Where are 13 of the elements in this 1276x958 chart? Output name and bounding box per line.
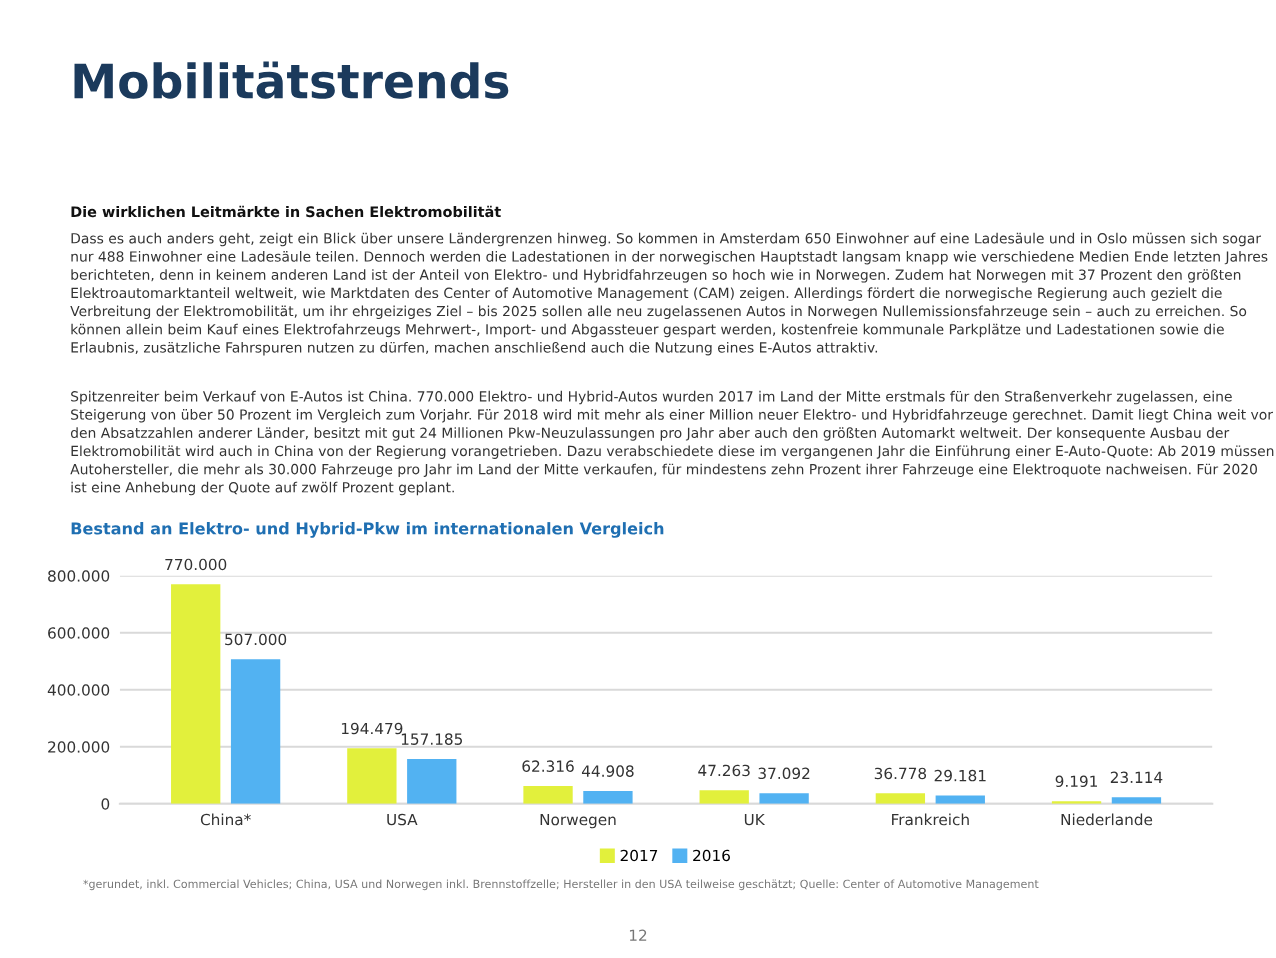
bar	[935, 795, 985, 804]
bar	[1111, 797, 1162, 804]
bar	[699, 790, 749, 804]
bar	[407, 758, 457, 804]
bar	[759, 793, 809, 804]
bar	[875, 793, 926, 804]
bar	[347, 748, 397, 804]
bar	[523, 786, 573, 804]
bar	[230, 659, 281, 804]
bar	[583, 790, 633, 804]
bar	[171, 584, 221, 804]
chart-title: Mobilitätstrends	[74, 61, 509, 99]
chart-subtitle: Bestand an Elektro- und Hybrid-Pkw im internationalen Vergleich	[71, 522, 664, 538]
